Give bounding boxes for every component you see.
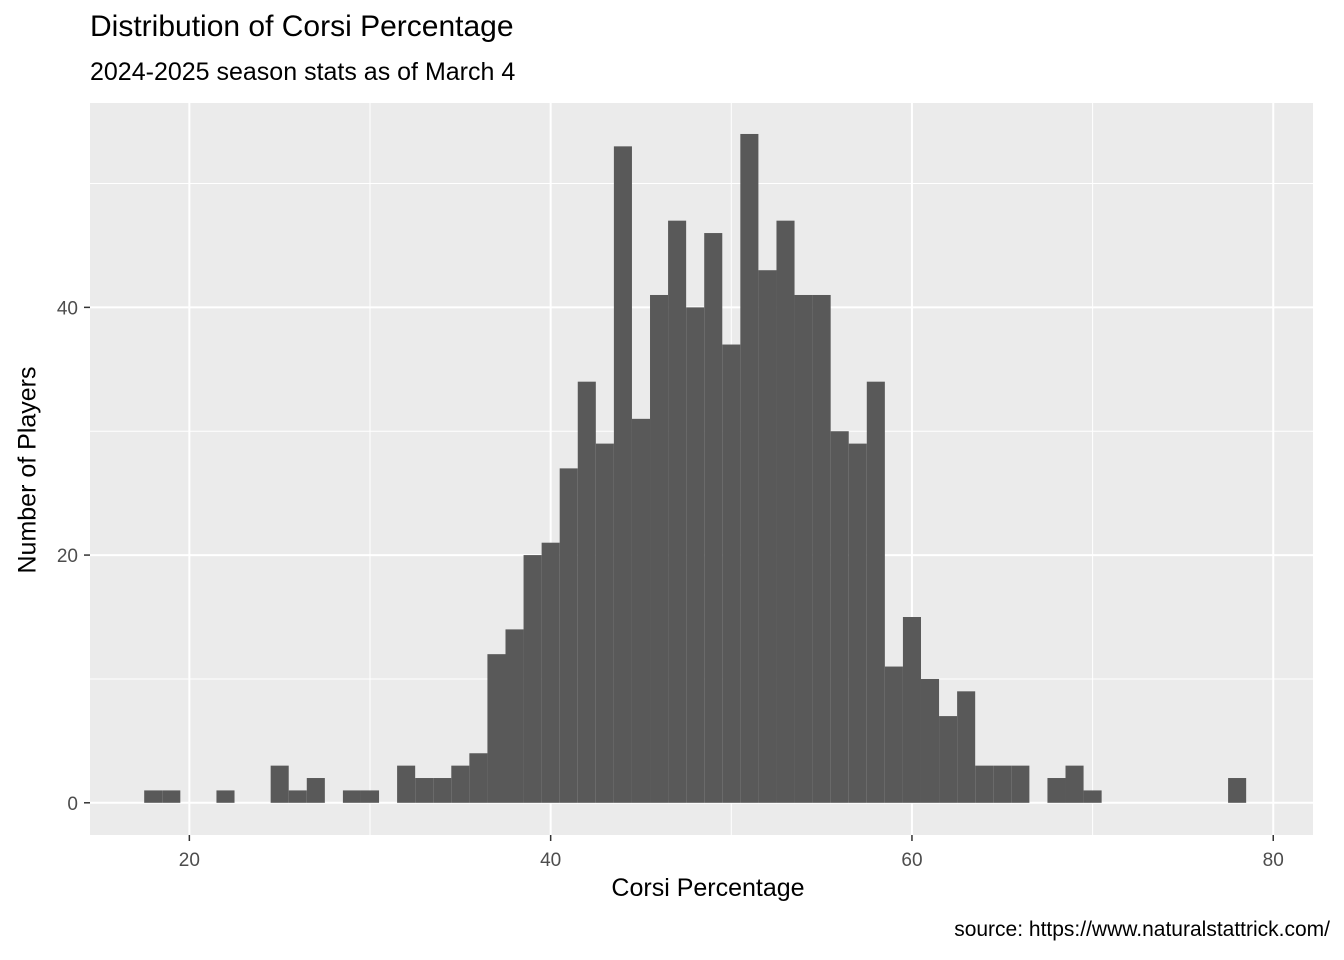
histogram-bar [812,294,831,803]
histogram-bar [541,542,560,803]
histogram-bar [668,220,687,803]
histogram-bar [342,790,361,803]
histogram-bar [306,778,325,803]
histogram-bar [1083,790,1102,803]
source-caption: source: https://www.naturalstattrick.com… [954,918,1330,941]
histogram-bar [451,765,470,803]
histogram-bars [144,133,1247,803]
histogram-bar [686,307,705,803]
x-axis-label: Corsi Percentage [611,874,805,902]
histogram-bar [939,716,958,803]
histogram-bar [397,765,416,803]
histogram-bar [523,555,542,803]
tick-labels: 20 40 60 80 0 20 40 [57,298,1284,871]
histogram-bar [1065,765,1084,803]
histogram-bar [830,431,849,803]
histogram-bar [957,691,976,803]
histogram-bar [722,344,741,803]
x-tick-label: 80 [1263,850,1284,871]
histogram-bar [270,765,289,803]
histogram-bar [740,133,759,803]
histogram-bar [631,418,651,803]
histogram-bar [360,790,380,803]
histogram-bar [415,778,434,803]
x-tick-label: 20 [179,850,200,871]
chart-title: Distribution of Corsi Percentage [90,10,514,43]
histogram-bar [505,629,524,803]
histogram-bar [162,790,181,803]
histogram-bar [902,617,921,803]
histogram-bar [288,790,307,803]
histogram-bar [595,443,614,803]
histogram-bar [776,220,795,803]
y-tick-label: 20 [57,546,78,567]
histogram-bar [433,778,452,803]
histogram-bar [650,294,669,803]
histogram-bar [144,790,163,803]
histogram-bar [975,765,994,803]
histogram-bar [1228,778,1247,803]
y-tick-label: 0 [67,794,78,815]
histogram-bar [1011,765,1030,803]
histogram-bar [216,790,235,803]
chart-subtitle: 2024-2025 season stats as of March 4 [90,58,516,86]
histogram-bar [577,381,596,803]
histogram-bar [848,443,867,803]
histogram-bar [487,654,506,803]
histogram-bar [559,468,578,803]
x-tick-label: 40 [540,850,561,871]
y-tick-label: 40 [57,298,78,319]
histogram-bar [704,233,723,803]
histogram-bar [794,294,813,803]
histogram-bar [1047,778,1066,803]
axis-ticks [84,306,1275,841]
histogram-bar [993,765,1012,803]
x-tick-label: 60 [901,850,922,871]
histogram-bar [758,270,777,803]
histogram-bar [920,678,940,803]
histogram-bar [613,146,632,803]
histogram-bar [884,666,903,803]
histogram-bar [866,381,885,803]
y-axis-label: Number of Players [13,366,42,574]
histogram-bar [469,753,488,803]
